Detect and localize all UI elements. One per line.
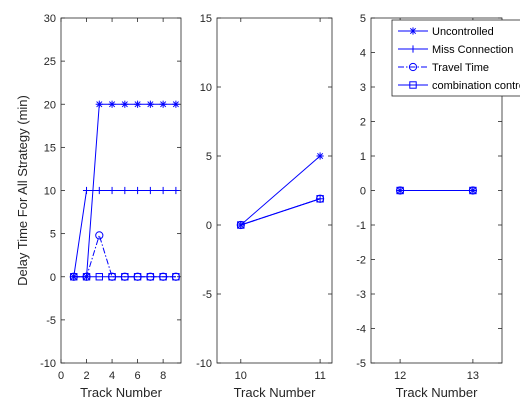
data-point bbox=[95, 273, 103, 281]
data-point bbox=[237, 221, 245, 229]
y-tick-label: -5 bbox=[46, 315, 56, 327]
legend-entry: combination control bbox=[398, 80, 520, 92]
y-tick-label: 1 bbox=[360, 151, 366, 163]
y-tick-label: 20 bbox=[44, 99, 56, 111]
legend-marker bbox=[408, 62, 418, 72]
y-tick-label: 25 bbox=[44, 56, 56, 68]
legend-label: combination control bbox=[432, 80, 520, 92]
data-point bbox=[95, 231, 104, 240]
legend-entry: Uncontrolled bbox=[398, 26, 494, 38]
legend-marker bbox=[409, 81, 417, 89]
series-combination-control bbox=[396, 186, 477, 195]
y-tick-label: 5 bbox=[50, 229, 56, 241]
x-axis-label: Track Number bbox=[234, 385, 317, 400]
data-point bbox=[146, 273, 155, 281]
data-point bbox=[121, 273, 129, 281]
data-point bbox=[82, 186, 91, 195]
data-point bbox=[172, 100, 180, 108]
data-point bbox=[146, 186, 154, 195]
legend: Uncontrolled Miss Connection Travel Time co… bbox=[391, 19, 520, 97]
data-point bbox=[469, 186, 477, 195]
y-tick-label: 3 bbox=[360, 82, 366, 94]
x-tick-label: 6 bbox=[135, 370, 141, 382]
y-tick-label: -1 bbox=[356, 220, 366, 232]
legend-marker bbox=[409, 45, 417, 53]
data-point bbox=[70, 273, 78, 281]
y-tick-label: 30 bbox=[44, 13, 56, 25]
x-tick-label: 13 bbox=[467, 370, 479, 382]
data-point bbox=[133, 273, 142, 281]
data-point bbox=[172, 186, 180, 195]
series-line bbox=[240, 198, 321, 226]
legend-label: Uncontrolled bbox=[432, 26, 494, 38]
x-axis-label: Track Number bbox=[396, 385, 479, 400]
data-point bbox=[159, 100, 167, 108]
y-tick-label: 10 bbox=[44, 186, 56, 198]
y-tick-label: 0 bbox=[50, 272, 56, 284]
y-axis-label: Delay Time For All Strategy (min) bbox=[15, 95, 30, 286]
x-tick-label: 0 bbox=[58, 370, 64, 382]
data-point bbox=[396, 186, 404, 195]
data-point bbox=[108, 186, 116, 195]
series-combination-control bbox=[70, 273, 180, 281]
chart-panel-2: -10 -5 0 5 10 15 10 11 Track Number bbox=[196, 13, 333, 400]
legend-label: Miss Connection bbox=[432, 44, 513, 56]
data-point bbox=[133, 186, 142, 195]
data-point bbox=[146, 100, 154, 108]
legend-entry: Travel Time bbox=[398, 62, 489, 74]
y-tick-label: -4 bbox=[356, 324, 366, 336]
x-tick-label: 4 bbox=[109, 370, 115, 382]
legend-entry: Miss Connection bbox=[398, 44, 513, 56]
x-tick-label: 10 bbox=[235, 370, 247, 382]
y-tick-label: 0 bbox=[360, 186, 366, 198]
data-point bbox=[121, 100, 129, 108]
legend-label: Travel Time bbox=[432, 62, 489, 74]
chart-panel-1: -10 -5 0 5 10 15 20 25 30 0 2 4 6 8 Track Number Delay … bbox=[15, 13, 182, 400]
y-tick-label: 0 bbox=[206, 220, 212, 232]
data-point bbox=[108, 273, 116, 281]
series-miss-connection bbox=[70, 186, 180, 281]
data-point bbox=[108, 100, 116, 108]
y-tick-label: 15 bbox=[44, 142, 56, 154]
x-axis-label: Track Number bbox=[80, 385, 163, 400]
data-point bbox=[159, 273, 167, 281]
data-point bbox=[121, 186, 129, 195]
series-combination-control bbox=[237, 195, 324, 229]
x-tick-label: 11 bbox=[314, 370, 325, 382]
x-tick-label: 12 bbox=[394, 370, 406, 382]
y-tick-label: -5 bbox=[202, 289, 212, 301]
y-tick-label: 5 bbox=[360, 13, 366, 25]
axes-box bbox=[216, 17, 333, 364]
y-tick-label: -3 bbox=[356, 289, 366, 301]
data-point bbox=[316, 152, 324, 160]
y-tick-label: -5 bbox=[356, 358, 366, 370]
data-point bbox=[82, 273, 91, 281]
data-point bbox=[95, 100, 103, 108]
data-point bbox=[95, 186, 103, 195]
data-point bbox=[172, 273, 180, 281]
x-tick-label: 8 bbox=[160, 370, 166, 382]
series-line bbox=[240, 155, 321, 226]
y-tick-label: -10 bbox=[40, 358, 56, 370]
y-tick-label: -10 bbox=[196, 358, 212, 370]
data-point bbox=[159, 186, 167, 195]
y-tick-label: 4 bbox=[360, 48, 366, 60]
legend-marker bbox=[409, 27, 417, 35]
y-tick-label: 5 bbox=[206, 151, 212, 163]
y-tick-label: 10 bbox=[200, 82, 212, 94]
y-tick-label: 15 bbox=[200, 13, 212, 25]
y-tick-label: -2 bbox=[356, 255, 366, 267]
x-tick-label: 2 bbox=[83, 370, 89, 382]
data-point bbox=[133, 100, 142, 108]
y-tick-label: 2 bbox=[360, 117, 366, 129]
data-point bbox=[316, 195, 324, 203]
